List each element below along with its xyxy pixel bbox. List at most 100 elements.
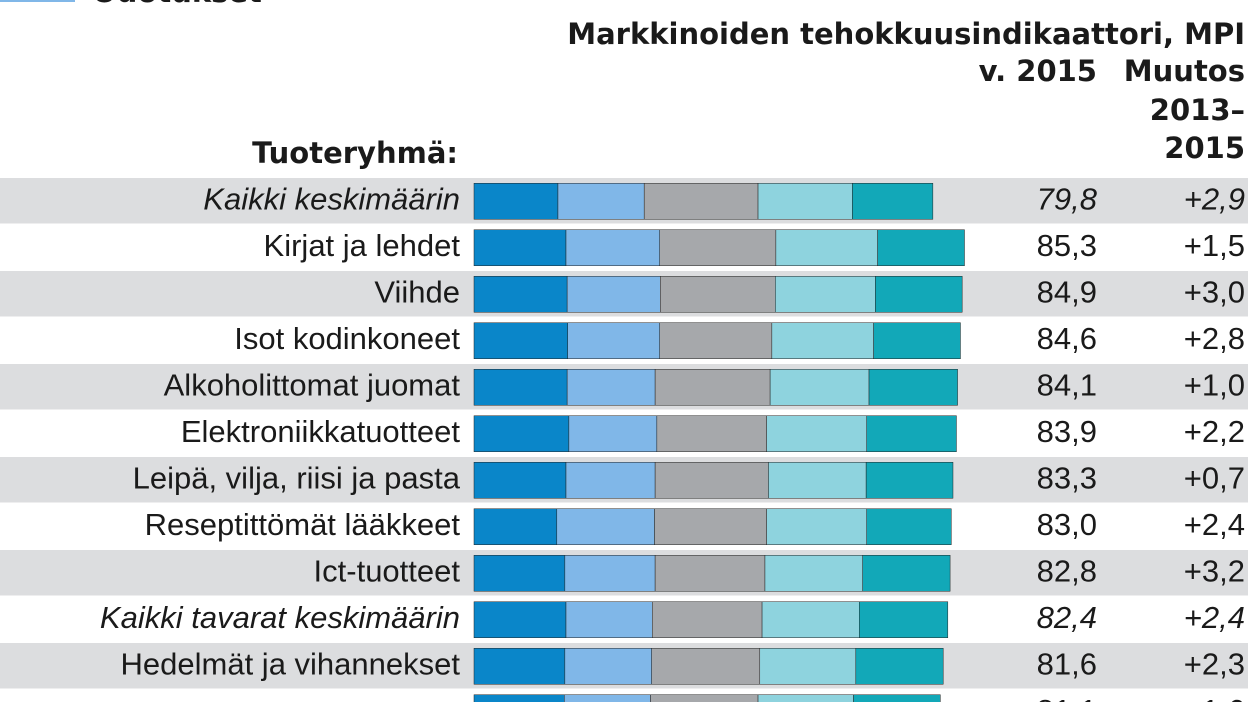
bar-segment: [757, 694, 854, 702]
bar-segment: [473, 462, 567, 499]
mpi-label: 84,1: [1037, 367, 1097, 402]
mpi-label: 81,1: [1037, 693, 1097, 702]
category-label: Elektroniikkatuotteet: [181, 414, 461, 449]
bar-segment: [654, 555, 766, 592]
category-label: Kaikki tavarat keskimäärin: [100, 600, 460, 635]
bar-segment: [766, 508, 867, 545]
bar-segment: [656, 415, 767, 452]
mpi-label: 82,8: [1037, 553, 1097, 588]
bar-segment: [643, 183, 759, 220]
mpi-label: 79,8: [1037, 181, 1098, 216]
bar-segment: [757, 183, 853, 220]
bar-segment: [855, 648, 944, 685]
bar-segment: [565, 462, 656, 499]
bar-segment: [556, 508, 655, 545]
bar-segment: [566, 369, 656, 406]
category-label: Kirjat ja lehdet: [264, 228, 461, 263]
bar-segment: [659, 322, 773, 359]
bar-segment: [853, 694, 941, 702]
bar-segment: [852, 183, 934, 220]
bar-segment: [862, 555, 951, 592]
bar-segment: [473, 694, 565, 702]
bar-segment: [473, 322, 568, 359]
change-label: +1,5: [1184, 228, 1245, 263]
legend-label: Odotukset: [92, 0, 262, 9]
bar-segment: [566, 276, 661, 313]
change-label: +2,4: [1184, 507, 1245, 542]
bar-segment: [775, 229, 878, 266]
bar-segment: [654, 508, 767, 545]
category-label: Alkoholittomat juomat: [164, 367, 461, 402]
category-label: Leipä, vilja, riisi ja pasta: [133, 460, 461, 495]
bar-segment: [868, 369, 958, 406]
change-label: +2,4: [1184, 600, 1245, 635]
category-label: Reseptittömät lääkkeet: [145, 507, 461, 542]
bar-segment: [764, 555, 863, 592]
change-label: +3,0: [1184, 274, 1245, 309]
bar-segment: [769, 369, 870, 406]
bar-segment: [775, 276, 876, 313]
bar-segment: [766, 415, 867, 452]
change-header: Muutos: [1124, 54, 1245, 88]
bar-segment: [761, 601, 860, 638]
bar-segment: [759, 648, 857, 685]
bar-segment: [866, 415, 957, 452]
change-label: +2,2: [1184, 414, 1245, 449]
legend-swatch: [0, 0, 75, 2]
bar-segment: [651, 648, 761, 685]
category-label: Kaikki keskimäärin: [203, 181, 460, 216]
bar-segment: [565, 229, 660, 266]
mpi-label: 81,6: [1037, 646, 1097, 681]
chart-title: Markkinoiden tehokkuusindikaattori, MPI: [567, 17, 1245, 51]
bar-segment: [473, 555, 566, 592]
bar-segment: [568, 415, 658, 452]
category-label: Ict-tuotteet: [314, 553, 461, 588]
bar-segment: [654, 369, 771, 406]
bar-segment: [564, 694, 651, 702]
bar-segment: [473, 276, 568, 313]
category-label: Isot kodinkoneet: [234, 321, 460, 356]
bar-segment: [650, 694, 759, 702]
bar-segment: [659, 229, 777, 266]
change-label: +2,3: [1184, 646, 1245, 681]
mpi-label: 84,6: [1037, 321, 1097, 356]
bar-segment: [865, 462, 954, 499]
bar-segment: [564, 555, 656, 592]
bar-segment: [565, 601, 653, 638]
change-header: 2013–: [1150, 93, 1245, 127]
bar-segment: [877, 229, 965, 266]
bar-segment: [473, 183, 559, 220]
bar-segment: [654, 462, 769, 499]
bar-segment: [859, 601, 949, 638]
bar-segment: [660, 276, 776, 313]
bar-segment: [473, 229, 567, 266]
bar-segment: [473, 601, 567, 638]
bar-segment: [473, 415, 570, 452]
bar-segment: [652, 601, 763, 638]
bar-segment: [866, 508, 952, 545]
bar-segment: [564, 648, 652, 685]
value-header: v. 2015: [979, 54, 1097, 88]
category-label: Hedelmät ja vihannekset: [121, 646, 461, 681]
change-label: +3,2: [1184, 553, 1245, 588]
bar-segment: [567, 322, 660, 359]
mpi-label: 84,9: [1037, 274, 1097, 309]
bar-segment: [875, 276, 963, 313]
mpi-label: 83,0: [1037, 507, 1097, 542]
mpi-label: 82,4: [1037, 600, 1097, 635]
bar-segment: [473, 648, 566, 685]
change-header: 2015: [1164, 131, 1245, 165]
category-header: Tuoteryhmä:: [252, 136, 458, 170]
change-label: +0,7: [1184, 460, 1245, 495]
change-label: +2,8: [1184, 321, 1245, 356]
bar-segment: [771, 322, 874, 359]
category-label: Viihde: [374, 274, 460, 309]
change-label: +1,6: [1184, 693, 1245, 702]
bar-segment: [473, 369, 568, 406]
bar-segment: [557, 183, 645, 220]
change-label: +1,0: [1184, 367, 1245, 402]
bar-segment: [768, 462, 867, 499]
mpi-label: 83,9: [1037, 414, 1097, 449]
